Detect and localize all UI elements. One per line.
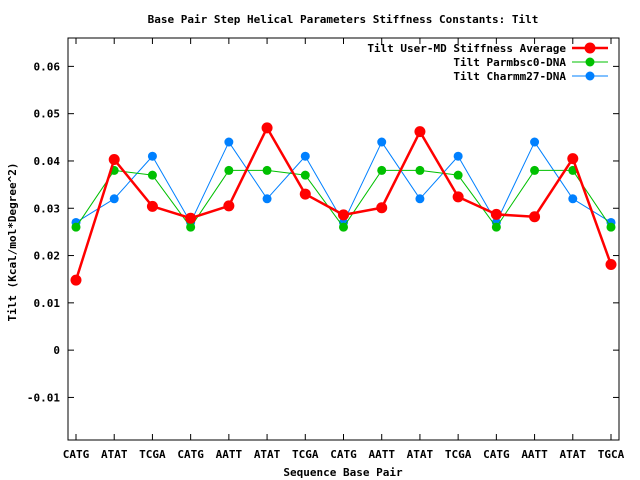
data-point-series-1 xyxy=(414,126,426,138)
x-tick-label: CATG xyxy=(177,448,204,461)
chart-title: Base Pair Step Helical Parameters Stiffn… xyxy=(148,13,539,26)
legend-marker-1 xyxy=(584,42,596,54)
data-point-series-3 xyxy=(453,151,463,161)
x-tick-label: AATT xyxy=(368,448,395,461)
data-point-series-1 xyxy=(452,191,464,203)
y-axis-label: Tilt (Kcal/mol*Degree^2) xyxy=(6,163,19,322)
x-tick-label: TCGA xyxy=(139,448,166,461)
data-point-series-2 xyxy=(224,165,234,175)
data-point-series-1 xyxy=(529,211,541,223)
data-point-series-3 xyxy=(377,137,387,147)
x-tick-label: AATT xyxy=(216,448,243,461)
data-point-series-3 xyxy=(262,194,272,204)
data-point-series-3 xyxy=(415,194,425,204)
x-tick-label: ATAT xyxy=(254,448,281,461)
y-tick-label: 0 xyxy=(53,344,60,357)
x-tick-label: ATAT xyxy=(101,448,128,461)
data-point-series-3 xyxy=(224,137,234,147)
x-tick-label: TGCA xyxy=(598,448,625,461)
x-tick-label: ATAT xyxy=(407,448,434,461)
data-point-series-2 xyxy=(71,222,81,232)
data-point-series-2 xyxy=(262,165,272,175)
data-point-series-2 xyxy=(491,222,501,232)
y-tick-label: 0.01 xyxy=(34,297,61,310)
plot-area: -0.01 0 0.01 0.02 0.03 0.04 0.05 0.06 CATG ATAT TC… xyxy=(27,37,625,461)
x-tick-label: CATG xyxy=(330,448,357,461)
x-tick-label: TCGA xyxy=(445,448,472,461)
legend-label-3: Tilt Charmm27-DNA xyxy=(453,70,566,83)
legend-label-2: Tilt Parmbsc0-DNA xyxy=(453,56,566,69)
data-point-series-2 xyxy=(147,170,157,180)
x-tick-label: AATT xyxy=(521,448,548,461)
data-point-series-2 xyxy=(415,165,425,175)
y-tick-label: 0.02 xyxy=(34,250,61,263)
y-tick-label: -0.01 xyxy=(27,391,60,404)
data-point-series-1 xyxy=(70,274,82,286)
legend-marker-3 xyxy=(585,71,595,81)
data-point-series-1 xyxy=(376,202,388,214)
y-tick-label: 0.04 xyxy=(34,155,61,168)
data-point-series-3 xyxy=(147,151,157,161)
data-point-series-2 xyxy=(453,170,463,180)
data-point-series-1 xyxy=(223,200,235,212)
legend-marker-2 xyxy=(585,57,595,67)
x-axis-label: Sequence Base Pair xyxy=(283,466,403,479)
data-point-series-1 xyxy=(146,200,158,212)
data-point-series-2 xyxy=(606,222,616,232)
data-point-series-2 xyxy=(377,165,387,175)
data-point-series-1 xyxy=(338,209,349,221)
plot-frame xyxy=(67,37,620,441)
x-tick-label: CATG xyxy=(483,448,510,461)
data-point-series-1 xyxy=(605,259,617,271)
data-point-series-1 xyxy=(261,122,273,134)
data-point-series-1 xyxy=(299,188,311,200)
legend-label-1: Tilt User-MD Stiffness Average xyxy=(367,42,566,55)
data-point-series-1 xyxy=(108,154,120,166)
data-point-series-2 xyxy=(186,222,196,232)
y-tick-label: 0.05 xyxy=(34,108,61,121)
x-tick-label: TCGA xyxy=(292,448,319,461)
data-point-series-1 xyxy=(490,208,502,220)
data-point-series-3 xyxy=(568,194,578,204)
x-tick-label: CATG xyxy=(63,448,90,461)
y-tick-label: 0.03 xyxy=(34,202,61,215)
data-point-series-1 xyxy=(185,212,197,224)
data-point-series-2 xyxy=(339,222,348,232)
data-point-series-3 xyxy=(300,151,310,161)
data-point-series-3 xyxy=(109,194,119,204)
data-point-series-3 xyxy=(530,137,540,147)
y-tick-label: 0.06 xyxy=(34,60,61,73)
x-tick-label: ATAT xyxy=(560,448,587,461)
data-point-series-1 xyxy=(567,153,579,165)
data-point-series-2 xyxy=(530,165,540,175)
data-point-series-2 xyxy=(300,170,310,180)
